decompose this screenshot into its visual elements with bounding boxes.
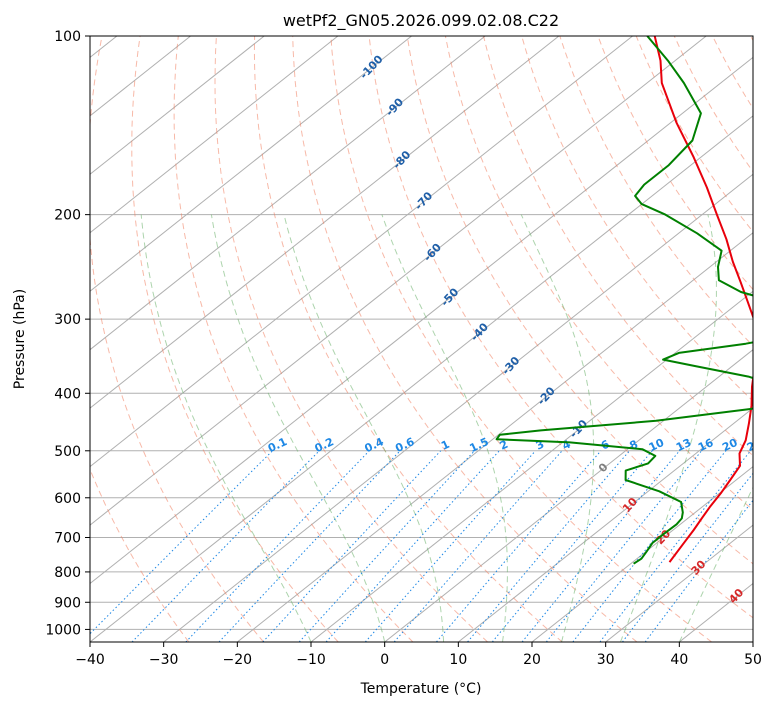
dry-adiabat-line bbox=[131, 36, 339, 642]
mixing-ratio-line bbox=[185, 450, 370, 642]
moist-adiabat-line bbox=[210, 214, 386, 642]
isotherm-line bbox=[90, 36, 707, 526]
dewpoint-profile-line bbox=[495, 36, 753, 565]
mixing-ratio-line bbox=[599, 450, 751, 642]
y-tick-label: 400 bbox=[54, 386, 81, 402]
isotherm-line bbox=[90, 56, 753, 585]
y-tick-label: 200 bbox=[54, 208, 81, 224]
x-tick-label: 30 bbox=[597, 652, 615, 668]
isotherm-line bbox=[384, 349, 753, 642]
moist-adiabat-line bbox=[283, 214, 445, 642]
x-axis-title: Temperature (°C) bbox=[360, 681, 482, 697]
x-axis: −40 −30 −20 −10 0 10 20 30 40 50 bbox=[75, 642, 762, 668]
x-tick-label: 50 bbox=[744, 652, 762, 668]
isotherm-line bbox=[310, 290, 753, 642]
plot-area: -100-90-80-70-60-50-40-30-20-10010203040… bbox=[90, 36, 764, 642]
moist-adiabat-line bbox=[678, 486, 753, 642]
dry-adiabat-line bbox=[90, 468, 190, 642]
mixing-ratio-label: 13 bbox=[674, 436, 693, 454]
y-tick-label: 900 bbox=[54, 595, 81, 611]
mixing-ratio-line bbox=[545, 450, 702, 642]
background-reference-lines bbox=[90, 36, 753, 642]
plot-frame bbox=[89, 35, 754, 643]
mixing-ratio-label: 16 bbox=[696, 436, 716, 454]
isotherm-line bbox=[457, 407, 753, 642]
mixing-ratio-line bbox=[131, 450, 320, 642]
x-tick-label: −20 bbox=[223, 652, 253, 668]
x-tick-label: −30 bbox=[149, 652, 179, 668]
isotherm-line bbox=[90, 36, 486, 351]
moist-adiabat-line bbox=[520, 214, 595, 642]
isotherm-line bbox=[605, 524, 753, 642]
x-tick-label: 20 bbox=[523, 652, 541, 668]
mixing-ratio-line bbox=[491, 450, 653, 642]
mixing-ratio-line bbox=[467, 450, 630, 642]
mixing-ratio-line bbox=[262, 450, 442, 642]
isotherm-line bbox=[90, 36, 339, 234]
x-tick-label: 10 bbox=[449, 652, 467, 668]
mixing-ratio-line bbox=[364, 450, 536, 642]
isotherm-line bbox=[90, 36, 412, 292]
mixing-ratio-label: 20 bbox=[720, 436, 740, 454]
x-tick-label: −10 bbox=[296, 652, 326, 668]
dry-adiabat-line bbox=[483, 36, 753, 457]
dry-adiabat-line bbox=[635, 36, 753, 233]
dry-adiabat-line bbox=[444, 36, 753, 511]
mixing-ratio-label: 25 bbox=[745, 436, 764, 454]
mixing-ratio-line bbox=[90, 450, 273, 635]
y-tick-label: 300 bbox=[54, 312, 81, 328]
y-tick-label: 800 bbox=[54, 565, 81, 581]
x-tick-label: −40 bbox=[75, 652, 105, 668]
y-tick-label: 700 bbox=[54, 531, 81, 547]
x-tick-label: 0 bbox=[380, 652, 389, 668]
dry-adiabat-line bbox=[559, 36, 753, 347]
moist-adiabat-line bbox=[140, 214, 312, 642]
isotherm-line bbox=[90, 36, 265, 175]
mixing-ratio-line bbox=[521, 450, 680, 642]
isotherm-line bbox=[90, 115, 753, 642]
isotherm-line bbox=[236, 232, 753, 642]
chart-title: wetPf2_GN05.2026.099.02.08.C22 bbox=[283, 11, 559, 31]
y-tick-label: 600 bbox=[54, 491, 81, 507]
temperature-profile-line bbox=[653, 36, 753, 563]
dry-adiabat-line bbox=[521, 36, 753, 402]
dry-adiabat-line bbox=[368, 36, 753, 619]
isotherm-line bbox=[90, 36, 633, 468]
isotherm-line bbox=[163, 173, 753, 642]
y-tick-label: 100 bbox=[54, 29, 81, 45]
dry-adiabat-line bbox=[90, 36, 264, 642]
moist-adiabat-line bbox=[619, 214, 717, 642]
x-tick-label: 40 bbox=[670, 652, 688, 668]
y-axis: 100 200 300 400 500 600 700 800 900 1000 bbox=[45, 29, 90, 638]
y-tick-label: 500 bbox=[54, 444, 81, 460]
mixing-ratio-label: 10 bbox=[647, 436, 667, 454]
y-tick-label: 1000 bbox=[45, 622, 81, 638]
profile-series bbox=[495, 36, 753, 565]
mixing-ratio-line bbox=[622, 472, 753, 642]
isotherm-line bbox=[531, 465, 753, 642]
mixing-ratio-line bbox=[298, 450, 475, 642]
mixing-ratio-line bbox=[572, 450, 727, 642]
mixing-ratio-line bbox=[325, 450, 500, 642]
dry-adiabat-line bbox=[253, 36, 563, 642]
dry-adiabat-line bbox=[173, 36, 414, 642]
dry-adiabat-line bbox=[292, 36, 638, 642]
moist-adiabat-line bbox=[381, 214, 508, 642]
isotherm-line bbox=[90, 36, 560, 409]
y-axis-title: Pressure (hPa) bbox=[12, 289, 28, 389]
